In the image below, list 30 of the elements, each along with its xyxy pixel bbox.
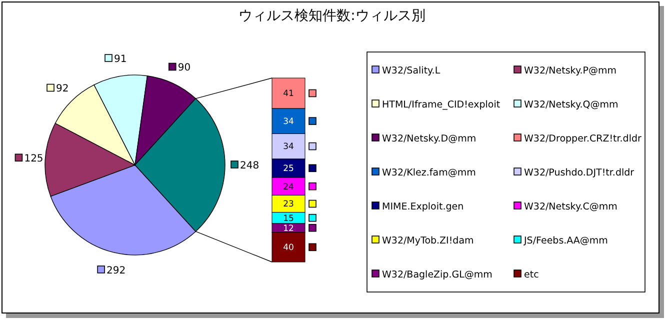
data-label: 91 [114,54,127,66]
legend-label: etc [524,269,539,280]
legend-label: W32/Sality.L [382,65,441,76]
data-label: 248 [240,160,260,172]
data-label: 23 [283,200,294,210]
data-label: 25 [283,164,294,174]
legend-label: W32/Netsky.C@mm [524,201,618,212]
data-label: 34 [283,142,294,152]
data-label: 34 [283,117,294,128]
data-label: 12 [283,224,294,234]
legend-label: W32/Klez.fam@mm [382,167,476,178]
data-label: 24 [283,182,294,192]
chart-title: ウィルス検知件数:ウィルス別 [238,8,426,24]
data-label: 41 [283,89,294,100]
legend-label: MIME.Exploit.gen [382,201,464,212]
data-label: 292 [106,265,126,276]
data-label: 90 [178,62,191,74]
legend-label: W32/MyTob.ZI!dam [382,235,474,246]
legend-label: W32/Dropper.CRZ!tr.dldr [524,133,642,144]
legend-label: HTML/Iframe_CID!exploit [382,99,500,110]
data-label: 92 [56,84,69,95]
data-label: 40 [283,243,294,254]
legend-label: W32/Pushdo.DJT!tr.dldr [524,167,634,178]
data-label: 15 [283,214,294,224]
data-label: 125 [24,154,44,165]
legend-label: W32/Netsky.Q@mm [524,99,618,110]
legend-label: JS/Feebs.AA@mm [523,235,608,246]
legend-label: W32/Netsky.P@mm [524,65,616,76]
legend-label: W32/Netsky.D@mm [382,133,476,144]
legend-label: W32/BagleZip.GL@mm [382,269,492,280]
